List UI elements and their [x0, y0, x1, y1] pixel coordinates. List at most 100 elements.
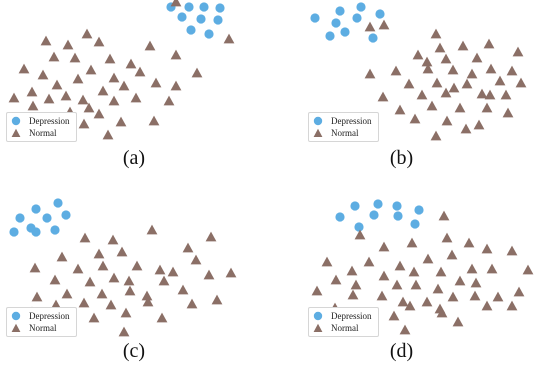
- depression-point: [354, 222, 364, 232]
- normal-point: [431, 77, 443, 88]
- circle-marker-icon: [11, 311, 21, 321]
- depression-point: [393, 211, 403, 221]
- circle-marker-icon: [313, 116, 323, 126]
- normal-point: [441, 115, 453, 126]
- normal-point: [404, 300, 416, 311]
- normal-point: [470, 277, 482, 288]
- normal-point: [461, 78, 473, 89]
- normal-point: [120, 307, 132, 318]
- normal-point: [394, 104, 406, 115]
- normal-point: [61, 288, 73, 299]
- normal-point: [350, 279, 362, 290]
- normal-point: [448, 82, 460, 93]
- normal-point: [167, 266, 179, 277]
- depression-point: [331, 18, 341, 28]
- triangle-marker-icon: [11, 128, 21, 137]
- depression-point: [410, 219, 420, 229]
- normal-point: [105, 299, 117, 310]
- circle-marker-icon: [313, 311, 323, 321]
- normal-point: [363, 256, 375, 267]
- depression-point: [369, 210, 379, 220]
- normal-point: [142, 296, 154, 307]
- normal-point: [205, 231, 217, 242]
- normal-point: [78, 118, 90, 129]
- normal-point: [512, 46, 524, 57]
- normal-point: [170, 80, 182, 91]
- normal-point: [473, 119, 485, 130]
- normal-point: [93, 36, 105, 47]
- depression-point: [9, 227, 19, 237]
- scatter-plot-a: [8, 0, 235, 140]
- normal-point: [163, 95, 175, 106]
- normal-point: [378, 241, 390, 252]
- normal-point: [446, 249, 458, 260]
- depression-point: [177, 12, 187, 22]
- normal-point: [170, 0, 182, 7]
- normal-point: [378, 19, 390, 30]
- depression-point: [50, 225, 60, 235]
- normal-point: [469, 290, 481, 301]
- normal-point: [364, 21, 376, 32]
- normal-point: [406, 237, 418, 248]
- normal-point: [124, 285, 136, 296]
- normal-point: [364, 68, 376, 79]
- normal-point: [96, 288, 108, 299]
- normal-point: [485, 63, 497, 74]
- normal-point: [50, 299, 62, 310]
- normal-point: [102, 129, 114, 140]
- depression-point: [335, 6, 345, 16]
- normal-point: [422, 253, 434, 264]
- normal-point: [85, 64, 97, 75]
- normal-point: [522, 264, 534, 275]
- normal-point: [311, 285, 323, 296]
- normal-point: [378, 270, 390, 281]
- normal-point: [93, 248, 105, 259]
- normal-point: [177, 284, 189, 295]
- normal-point: [438, 210, 450, 221]
- normal-point: [190, 254, 202, 265]
- legend-b: Depression Normal: [308, 112, 379, 142]
- normal-point: [123, 275, 135, 286]
- legend-label-normal: Normal: [29, 128, 57, 138]
- normal-point: [29, 262, 41, 273]
- normal-point: [62, 39, 74, 50]
- normal-point: [51, 79, 63, 90]
- triangle-marker-icon: [313, 323, 323, 332]
- normal-point: [376, 290, 388, 301]
- normal-point: [97, 260, 109, 271]
- normal-point: [397, 296, 409, 307]
- normal-point: [77, 94, 89, 105]
- normal-point: [60, 90, 72, 101]
- normal-point: [412, 49, 424, 60]
- normal-point: [391, 279, 403, 290]
- normal-point: [148, 115, 160, 126]
- normal-point: [388, 310, 400, 321]
- legend-entry-normal: Normal: [313, 127, 372, 139]
- depression-point: [213, 15, 223, 25]
- legend-entry-depression: Depression: [313, 115, 372, 127]
- legend-entry-normal: Normal: [11, 127, 70, 139]
- normal-point: [8, 92, 20, 103]
- normal-point: [502, 107, 514, 118]
- normal-point: [435, 266, 447, 277]
- normal-point: [506, 65, 518, 76]
- depression-point: [414, 205, 424, 215]
- normal-point: [43, 93, 55, 104]
- depression-point: [373, 199, 383, 209]
- normal-point: [409, 113, 421, 124]
- normal-point: [430, 28, 442, 39]
- normal-point: [141, 290, 153, 301]
- legend-label-depression: Depression: [29, 116, 70, 126]
- caption-d: (d): [389, 340, 414, 362]
- normal-point: [125, 58, 137, 69]
- depression-point: [196, 14, 206, 24]
- legend-label-normal: Normal: [331, 323, 359, 333]
- normal-point: [354, 229, 366, 240]
- caption-c: (c): [122, 340, 146, 362]
- normal-point: [481, 300, 493, 311]
- depression-point: [340, 27, 350, 37]
- normal-point: [158, 275, 170, 286]
- normal-point: [107, 234, 119, 245]
- normal-point: [211, 294, 223, 305]
